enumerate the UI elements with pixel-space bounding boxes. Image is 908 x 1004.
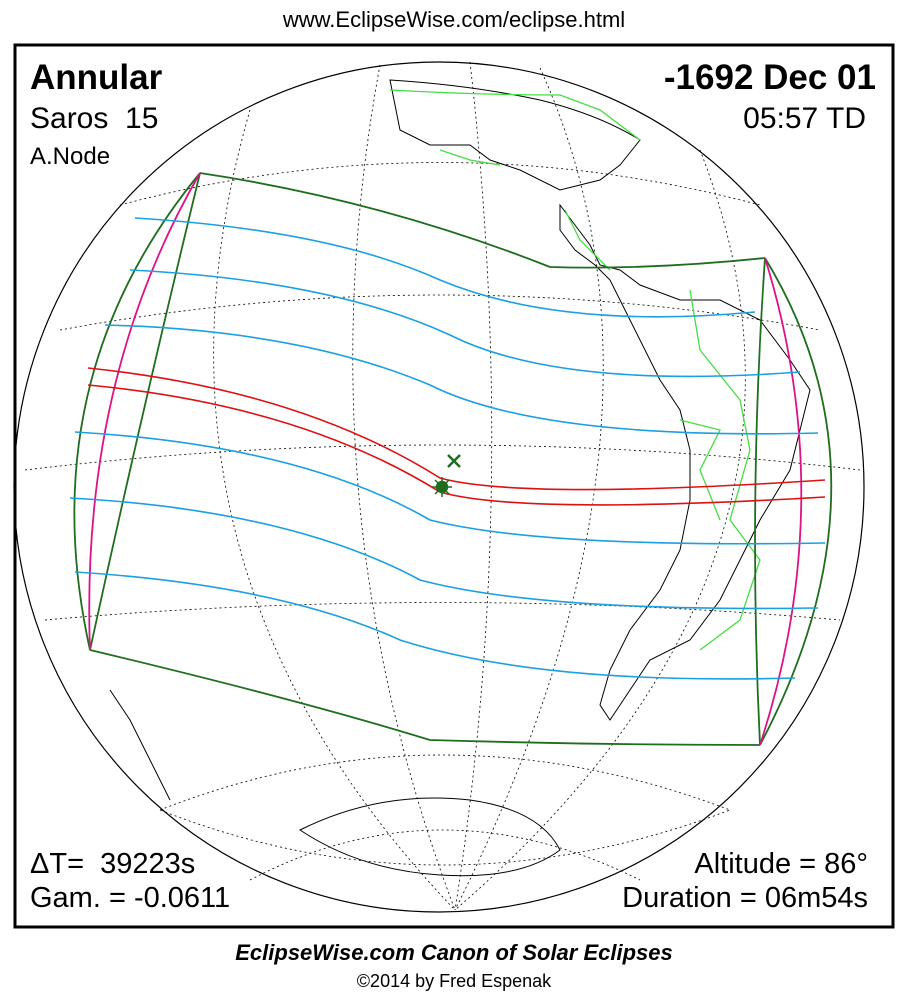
greatest-eclipse	[432, 454, 461, 497]
duration: Duration = 06m54s	[622, 882, 868, 914]
penumbra-limits	[73, 172, 833, 746]
url: www.EclipseWise.com/eclipse.html	[282, 7, 626, 32]
graticule	[24, 61, 861, 911]
saros: Saros 15	[30, 102, 159, 135]
central-path	[87, 367, 826, 506]
frame	[13, 43, 895, 929]
time: 05:57 TD	[743, 102, 866, 135]
rise-set-curves	[88, 172, 803, 746]
altitude: Altitude = 86°	[694, 848, 868, 880]
eclipse-type: Annular	[30, 58, 163, 97]
delta-t: ΔT= 39223s	[30, 848, 196, 880]
gamma: Gam. = -0.0611	[30, 882, 231, 914]
magnitude-lines	[69, 217, 826, 680]
node: A.Node	[30, 143, 111, 170]
footer-title: EclipseWise.com Canon of Solar Eclipses	[235, 940, 673, 965]
date: -1692 Dec 01	[663, 58, 876, 97]
coastlines	[109, 79, 811, 877]
copyright: ©2014 by Fred Espenak	[356, 971, 552, 991]
globe	[13, 61, 865, 913]
